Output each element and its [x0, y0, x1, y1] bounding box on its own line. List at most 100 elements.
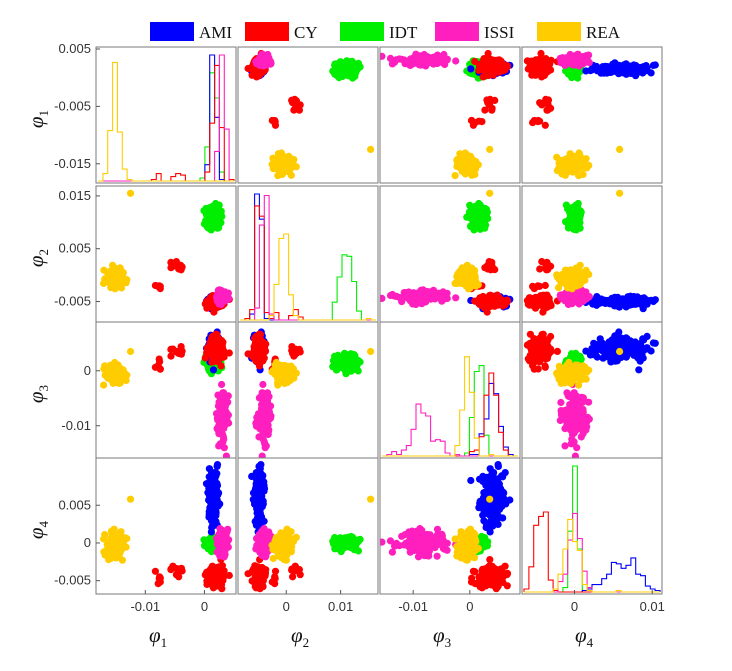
panel-r1-c3: [379, 46, 521, 184]
points-cy: [523, 258, 562, 316]
y-tick-label: -0.005: [54, 294, 91, 309]
legend-swatch: [245, 22, 289, 41]
legend-label: IDT: [389, 23, 418, 42]
data-point: [627, 297, 635, 306]
data-point: [210, 308, 218, 316]
data-point: [288, 96, 296, 104]
data-point: [593, 296, 601, 304]
points-rea: [553, 145, 624, 180]
data-point: [415, 291, 423, 299]
panel-frame: [237, 46, 379, 184]
legend-item-cy: CY: [245, 22, 318, 42]
data-point: [486, 295, 494, 303]
data-point: [205, 211, 213, 219]
data-point: [424, 58, 432, 66]
data-point: [569, 291, 577, 299]
histogram-rea: [98, 61, 234, 182]
data-point: [480, 218, 488, 226]
data-point: [333, 70, 341, 78]
data-point: [167, 258, 175, 266]
data-point: [622, 303, 630, 311]
data-point: [593, 67, 601, 75]
data-point: [391, 292, 399, 300]
data-point: [456, 278, 465, 286]
data-point: [352, 64, 360, 73]
data-point: [529, 119, 537, 127]
y-tick-label: 0.015: [58, 188, 91, 203]
data-point: [566, 280, 574, 288]
data-point: [433, 56, 441, 64]
data-point: [273, 155, 281, 163]
points-idt: [562, 199, 585, 234]
data-point: [439, 292, 447, 300]
data-point: [637, 300, 645, 308]
data-point: [582, 67, 590, 75]
data-point: [156, 282, 164, 290]
data-point: [110, 278, 118, 286]
data-point: [478, 296, 486, 305]
data-point: [476, 211, 484, 219]
data-point: [491, 96, 499, 104]
data-point: [481, 106, 489, 114]
data-point: [486, 189, 494, 197]
data-point: [468, 171, 476, 179]
data-point: [566, 150, 574, 158]
data-point: [538, 101, 546, 109]
data-point: [415, 61, 423, 69]
data-point: [344, 69, 352, 77]
data-point: [537, 49, 545, 58]
data-point: [211, 215, 219, 223]
data-point: [527, 63, 536, 71]
data-point: [167, 264, 175, 272]
data-point: [415, 53, 423, 61]
data-point: [585, 51, 593, 59]
data-point: [459, 266, 467, 274]
panel-r2-c2: [237, 185, 379, 323]
panel-r1-c2: [237, 46, 379, 184]
data-point: [486, 145, 494, 153]
data-point: [262, 61, 270, 69]
data-point: [529, 282, 537, 290]
y-tick-label: 0.005: [58, 41, 91, 56]
data-point: [585, 293, 593, 301]
data-point: [439, 59, 447, 67]
data-point: [452, 57, 460, 65]
data-point: [649, 61, 658, 69]
data-point: [523, 57, 532, 65]
points-rea: [268, 145, 375, 180]
data-point: [573, 215, 581, 223]
data-point: [565, 221, 573, 230]
panel-frame: [521, 46, 663, 184]
data-point: [649, 297, 658, 306]
panel-background: [96, 47, 236, 183]
histogram-rea: [240, 233, 376, 321]
points-issi: [380, 286, 460, 309]
data-point: [632, 293, 640, 302]
data-point: [476, 225, 484, 233]
panel-background: [238, 186, 378, 322]
data-point: [295, 106, 303, 114]
data-point: [638, 294, 646, 303]
data-point: [557, 293, 565, 301]
data-point: [214, 291, 222, 299]
data-point: [117, 280, 125, 288]
data-point: [611, 64, 619, 72]
data-point: [557, 56, 565, 64]
data-point: [577, 161, 585, 169]
data-point: [452, 294, 460, 302]
panel-r2-c3: [379, 185, 521, 323]
data-point: [605, 67, 613, 75]
points-issi: [380, 50, 460, 70]
data-point: [605, 298, 613, 306]
data-point: [380, 52, 386, 60]
data-point: [472, 203, 480, 211]
data-point: [544, 266, 552, 274]
points-ami: [582, 59, 659, 80]
data-point: [574, 61, 583, 69]
points-issi: [212, 286, 233, 309]
data-point: [212, 222, 220, 230]
data-point: [477, 203, 486, 211]
data-point: [622, 60, 630, 68]
data-point: [275, 161, 283, 170]
data-point: [332, 62, 340, 71]
